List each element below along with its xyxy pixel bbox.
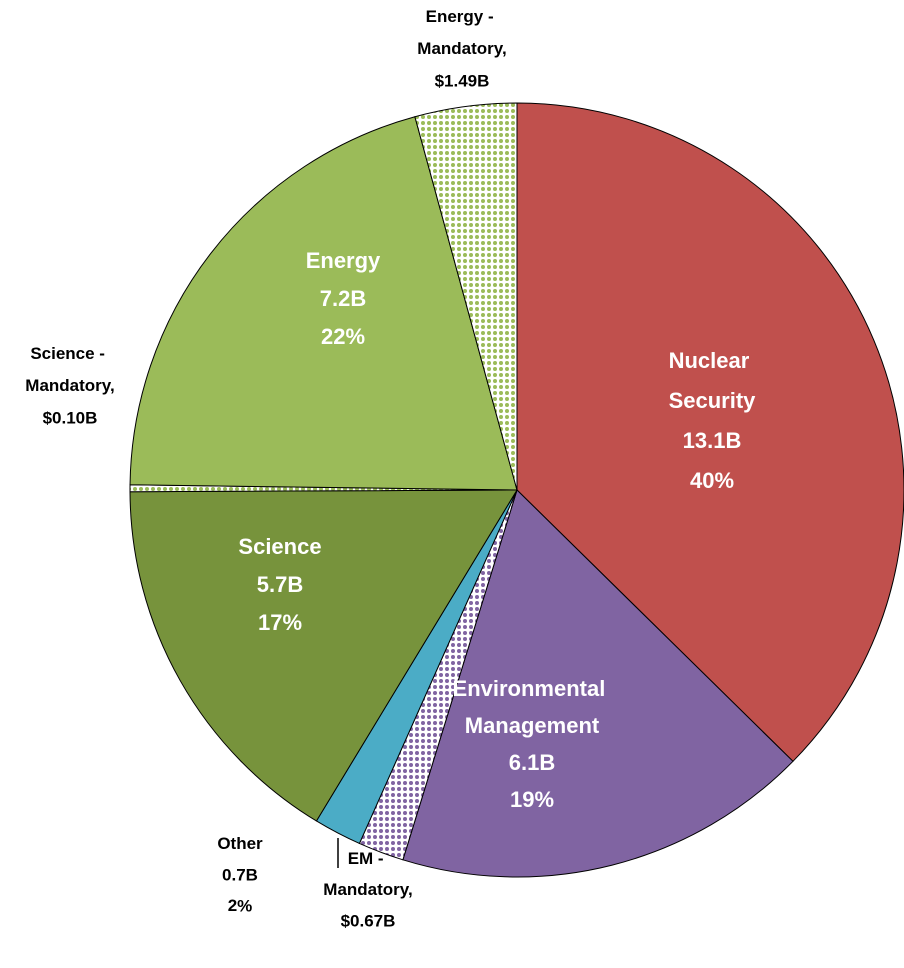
value-label: 6.1B — [509, 750, 555, 775]
value-label: 0.7B — [222, 865, 258, 884]
label-line: Security — [669, 388, 757, 413]
slice-label: Other — [217, 834, 263, 853]
percent-value: 40 — [690, 468, 714, 493]
label-line: Science - — [30, 344, 109, 363]
pie-slice — [129, 489, 518, 822]
label-line: Nuclear — [669, 348, 756, 373]
slice-label: Nuclear Security — [669, 348, 757, 413]
label-line: Energy - — [426, 7, 499, 26]
percent-value: 2 — [228, 896, 237, 915]
label-line: Management — [465, 713, 600, 738]
label-line: EM - — [348, 849, 389, 868]
percent-label: 40% — [690, 468, 734, 493]
slice-label: EM - Mandatory, — [323, 849, 412, 899]
label-line: Mandatory, — [417, 39, 506, 58]
percent-label: 17% — [258, 610, 302, 635]
slice-label: Science — [238, 534, 321, 559]
percent-label: 22% — [321, 324, 365, 349]
value-label: 7.2B — [320, 286, 366, 311]
percent-value: 22 — [321, 324, 345, 349]
percent-label: 19% — [510, 787, 554, 812]
pie-slice — [129, 116, 518, 491]
value-label: $1.49B — [435, 71, 490, 90]
pie-slice — [516, 102, 904, 763]
label-line: Other — [217, 834, 263, 853]
slice-label: Energy - Mandatory, — [417, 7, 506, 58]
percent-value: 19 — [510, 787, 534, 812]
slice-label: Environmental Management — [453, 676, 612, 738]
slice-label: Energy — [306, 248, 381, 273]
percent-label: 2% — [228, 896, 253, 915]
label-line: Energy — [306, 248, 381, 273]
pie-slice — [402, 489, 794, 878]
value-label: 5.7B — [257, 572, 303, 597]
value-label: 13.1B — [683, 428, 742, 453]
slice-label: Science - Mandatory, — [25, 344, 114, 395]
label-line: Mandatory, — [25, 376, 114, 395]
pie-slice — [414, 102, 518, 491]
label-line: Mandatory, — [323, 880, 412, 899]
value-label: $0.67B — [341, 911, 396, 930]
label-line: Environmental — [453, 676, 612, 701]
value-label: $0.10B — [43, 408, 98, 427]
label-line: Science — [238, 534, 321, 559]
percent-value: 17 — [258, 610, 282, 635]
